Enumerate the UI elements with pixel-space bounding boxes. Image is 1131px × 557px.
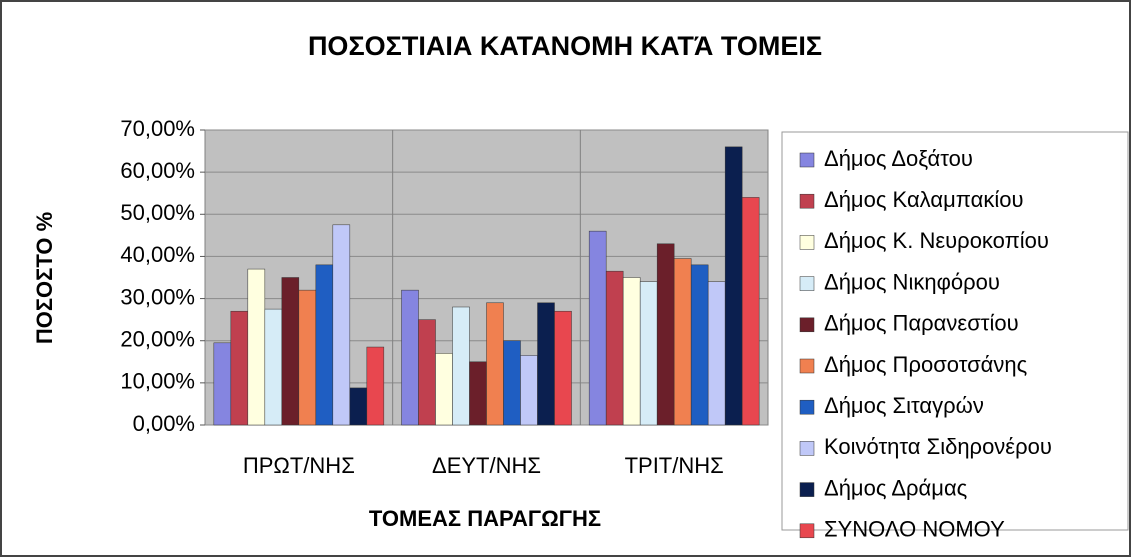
bar bbox=[622, 277, 641, 426]
bar bbox=[554, 310, 572, 426]
bar bbox=[435, 353, 453, 426]
legend-swatch bbox=[799, 441, 815, 456]
legend-label: Δήμος Παρανεστίου bbox=[824, 311, 1019, 336]
legend-label: Δήμος Προσοτσάνης bbox=[824, 352, 1027, 377]
bar bbox=[741, 197, 760, 426]
y-tick-label: 30,00% bbox=[120, 284, 195, 309]
bar bbox=[247, 268, 266, 426]
y-tick-label: 70,00% bbox=[120, 116, 195, 141]
legend-swatch bbox=[799, 152, 815, 168]
legend-swatch bbox=[799, 235, 815, 250]
legend-label: Δήμος Καλαμπακίου bbox=[824, 187, 1023, 212]
legend-label: ΣΥΝΟΛΟ ΝΟΜΟΥ bbox=[824, 517, 1005, 542]
bar bbox=[469, 361, 487, 426]
legend-swatch bbox=[799, 276, 815, 291]
bar bbox=[503, 340, 521, 426]
legend-label: Δήμος Κ. Νευροκοπίου bbox=[824, 228, 1049, 253]
y-tick-label: 60,00% bbox=[120, 158, 195, 183]
bar bbox=[520, 355, 538, 426]
legend-swatch bbox=[799, 193, 815, 209]
bar bbox=[230, 310, 249, 426]
legend-swatch bbox=[799, 399, 815, 415]
x-tick-label: ΠΡΩΤ/ΝΗΣ bbox=[243, 453, 355, 478]
bar bbox=[588, 230, 607, 426]
legend-label: Κοινότητα Σιδηρονέρου bbox=[824, 434, 1052, 459]
bar bbox=[639, 281, 658, 426]
legend-swatch bbox=[799, 523, 815, 539]
x-axis-title: ΤΟΜΕΑΣ ΠΑΡΑΓΩΓΗΣ bbox=[369, 506, 601, 531]
bar bbox=[264, 308, 283, 426]
bar bbox=[605, 270, 624, 426]
y-tick-label: 0,00% bbox=[133, 411, 195, 436]
bar bbox=[656, 243, 675, 426]
bar bbox=[315, 264, 334, 426]
legend-label: Δήμος Δράμας bbox=[824, 475, 967, 500]
bar bbox=[452, 306, 470, 426]
bar bbox=[537, 302, 555, 426]
x-tick-label: ΔΕΥΤ/ΝΗΣ bbox=[432, 453, 541, 478]
bar bbox=[418, 319, 436, 426]
y-axis-title: ΠΟΣΟΣΤΟ % bbox=[32, 212, 57, 344]
bar bbox=[724, 146, 743, 426]
bar bbox=[707, 281, 726, 426]
legend-swatch bbox=[799, 482, 815, 497]
bar bbox=[673, 258, 692, 426]
bar bbox=[298, 289, 317, 426]
legend-label: Δήμος Σιταγρών bbox=[824, 393, 984, 418]
legend bbox=[781, 131, 1129, 531]
y-tick-label: 50,00% bbox=[120, 200, 195, 225]
bar bbox=[332, 224, 351, 426]
y-tick-label: 10,00% bbox=[120, 369, 195, 394]
bar bbox=[401, 289, 419, 426]
legend-swatch bbox=[799, 317, 815, 333]
legend-swatch bbox=[799, 358, 815, 374]
x-tick-label: ΤΡΙΤ/ΝΗΣ bbox=[625, 453, 724, 478]
bar bbox=[690, 264, 709, 426]
y-tick-label: 20,00% bbox=[120, 327, 195, 352]
bar bbox=[281, 277, 300, 426]
bar bbox=[349, 387, 368, 426]
chart-title: ΠΟΣΟΣΤΙΑΙΑ ΚΑΤΑΝΟΜΗ ΚΑΤΆ ΤΟΜΕΙΣ bbox=[308, 31, 822, 61]
legend-label: Δήμος Νικηφόρου bbox=[824, 269, 1000, 294]
bar bbox=[213, 342, 232, 426]
legend-label: Δήμος Δοξάτου bbox=[824, 146, 973, 171]
y-tick-label: 40,00% bbox=[120, 242, 195, 267]
bar bbox=[366, 346, 385, 426]
bar bbox=[486, 302, 504, 426]
